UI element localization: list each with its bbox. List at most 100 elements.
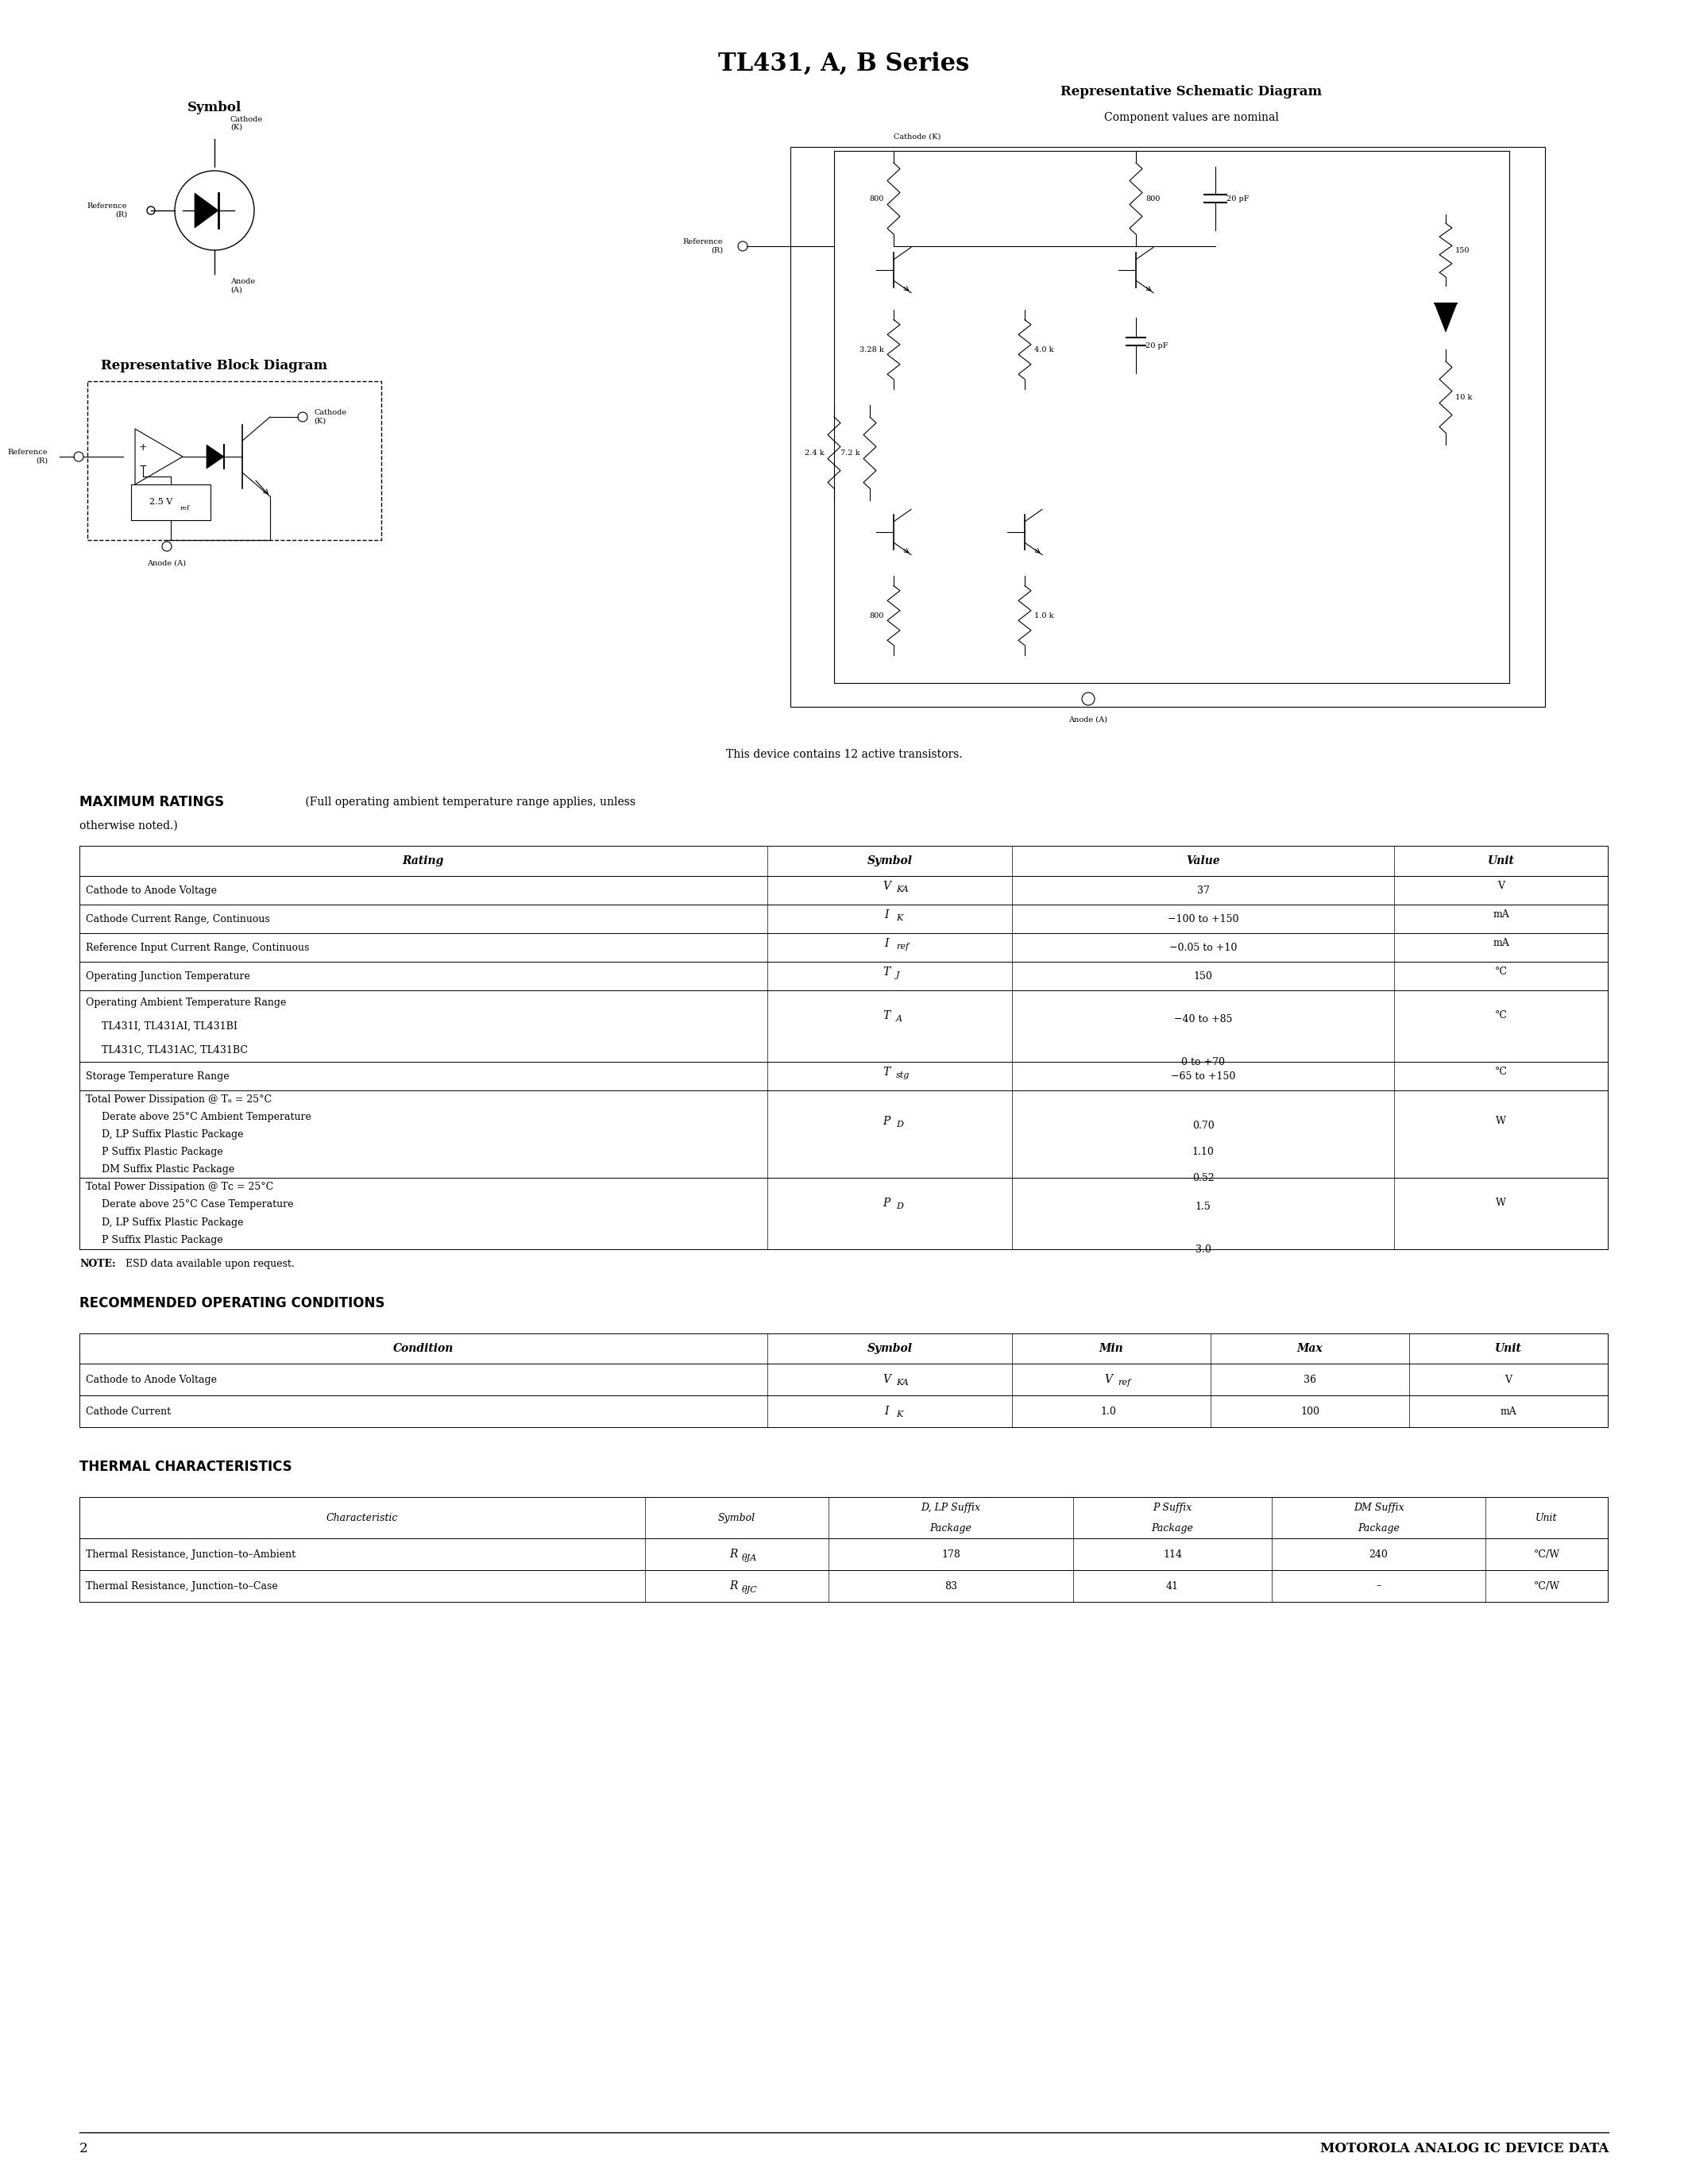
Text: 150: 150 [1193,972,1212,981]
Text: D, LP Suffix Plastic Package: D, LP Suffix Plastic Package [101,1129,243,1140]
Text: V: V [1506,1374,1512,1385]
Text: 1.0: 1.0 [1101,1406,1116,1417]
Text: 240: 240 [1369,1548,1388,1559]
Text: mA: mA [1501,1406,1518,1417]
Text: Symbol: Symbol [717,1514,756,1522]
Text: ref: ref [896,941,908,950]
Text: P: P [883,1116,890,1127]
Text: Unit: Unit [1487,856,1514,867]
Bar [79,876,1607,904]
Bar [79,1177,1607,1249]
Text: Symbol: Symbol [187,100,241,114]
Text: otherwise noted.): otherwise noted.) [79,821,177,832]
Text: KA: KA [896,885,908,893]
Text: Package: Package [1357,1522,1399,1533]
Text: 2: 2 [79,2143,88,2156]
Text: Condition: Condition [393,1343,454,1354]
Text: Anode (A): Anode (A) [147,559,186,568]
Text: MOTOROLA ANALOG IC DEVICE DATA: MOTOROLA ANALOG IC DEVICE DATA [1320,2143,1609,2156]
Text: –: – [1376,1581,1381,1592]
Text: 10 k: 10 k [1455,393,1472,400]
Text: 36: 36 [1303,1374,1317,1385]
Text: J: J [896,972,900,978]
Text: +: + [138,441,147,452]
Text: °C/W: °C/W [1533,1548,1560,1559]
Text: TL431C, TL431AC, TL431BC: TL431C, TL431AC, TL431BC [101,1044,248,1055]
Text: Max: Max [1296,1343,1323,1354]
Text: 2.5 V: 2.5 V [150,498,172,507]
Text: Component values are nominal: Component values are nominal [1104,111,1280,122]
Text: Unit: Unit [1496,1343,1523,1354]
Text: °C: °C [1494,1011,1507,1020]
Text: Symbol: Symbol [868,856,912,867]
Text: This device contains 12 active transistors.: This device contains 12 active transisto… [726,749,962,760]
Text: Unit: Unit [1536,1514,1558,1522]
Bar [79,1570,1607,1601]
Text: −0.05 to +10: −0.05 to +10 [1170,941,1237,952]
Text: 1.5: 1.5 [1195,1201,1210,1212]
Text: Cathode Current Range, Continuous: Cathode Current Range, Continuous [86,913,270,924]
Text: Anode (A): Anode (A) [1069,716,1107,723]
Text: Rating: Rating [403,856,444,867]
Text: K: K [896,1411,903,1417]
Text: Anode
(A): Anode (A) [230,277,255,293]
Bar [790,146,1545,708]
Text: Representative Block Diagram: Representative Block Diagram [101,358,327,371]
Text: 1.0 k: 1.0 k [1035,612,1053,618]
Text: 800: 800 [1146,194,1160,203]
Text: 0 to +70: 0 to +70 [1182,1057,1225,1068]
Text: 178: 178 [942,1548,960,1559]
Text: Reference
(R): Reference (R) [682,238,722,253]
Bar [79,1090,1607,1177]
Text: DM Suffix Plastic Package: DM Suffix Plastic Package [101,1164,235,1175]
Text: Cathode to Anode Voltage: Cathode to Anode Voltage [86,1374,216,1385]
Text: Operating Ambient Temperature Range: Operating Ambient Temperature Range [86,998,287,1007]
Text: mA: mA [1492,909,1509,919]
Text: RECOMMENDED OPERATING CONDITIONS: RECOMMENDED OPERATING CONDITIONS [79,1295,385,1310]
Text: MAXIMUM RATINGS: MAXIMUM RATINGS [79,795,225,810]
Text: °C: °C [1494,968,1507,976]
Text: 1.10: 1.10 [1192,1147,1214,1158]
Text: W: W [1496,1116,1506,1127]
Text: W: W [1496,1197,1506,1208]
Text: °C: °C [1494,1066,1507,1077]
Text: I: I [885,1406,888,1417]
Text: Reference
(R): Reference (R) [88,203,127,218]
Text: KA: KA [896,1378,908,1387]
Text: TL431I, TL431AI, TL431BI: TL431I, TL431AI, TL431BI [101,1020,238,1031]
Text: Package: Package [1151,1522,1193,1533]
Text: P Suffix Plastic Package: P Suffix Plastic Package [101,1147,223,1158]
Text: Cathode
(K): Cathode (K) [230,116,263,131]
Text: 41: 41 [1166,1581,1178,1592]
Text: 83: 83 [945,1581,957,1592]
Text: θJA: θJA [741,1553,756,1562]
Text: Cathode to Anode Voltage: Cathode to Anode Voltage [86,885,216,895]
Text: 4.0 k: 4.0 k [1035,345,1053,354]
Text: Package: Package [930,1522,972,1533]
Text: Reference
(R): Reference (R) [7,450,47,465]
Text: 0.70: 0.70 [1192,1120,1214,1131]
Text: °C/W: °C/W [1533,1581,1560,1592]
Text: Characteristic: Characteristic [326,1514,398,1522]
Bar [79,904,1607,933]
Text: Derate above 25°C Case Temperature: Derate above 25°C Case Temperature [101,1199,294,1210]
Bar [79,1061,1607,1090]
Text: ESD data available upon request.: ESD data available upon request. [125,1258,294,1269]
Text: 7.2 k: 7.2 k [841,450,861,456]
Polygon shape [206,446,225,470]
Text: A: A [896,1016,903,1022]
Text: Cathode (K): Cathode (K) [895,133,942,140]
Text: R: R [729,1548,738,1559]
Bar [79,1538,1607,1570]
Text: 800: 800 [869,194,885,203]
Bar [79,1496,1607,1538]
Text: NOTE:: NOTE: [79,1258,116,1269]
Text: Min: Min [1099,1343,1124,1354]
Text: Cathode
(K): Cathode (K) [314,408,346,424]
Bar [79,989,1607,1061]
Text: K: K [896,913,903,922]
Text: 800: 800 [869,612,885,618]
Text: DM Suffix: DM Suffix [1354,1503,1404,1514]
Text: Thermal Resistance, Junction–to–Ambient: Thermal Resistance, Junction–to–Ambient [86,1548,295,1559]
Text: 3.0: 3.0 [1195,1245,1210,1254]
